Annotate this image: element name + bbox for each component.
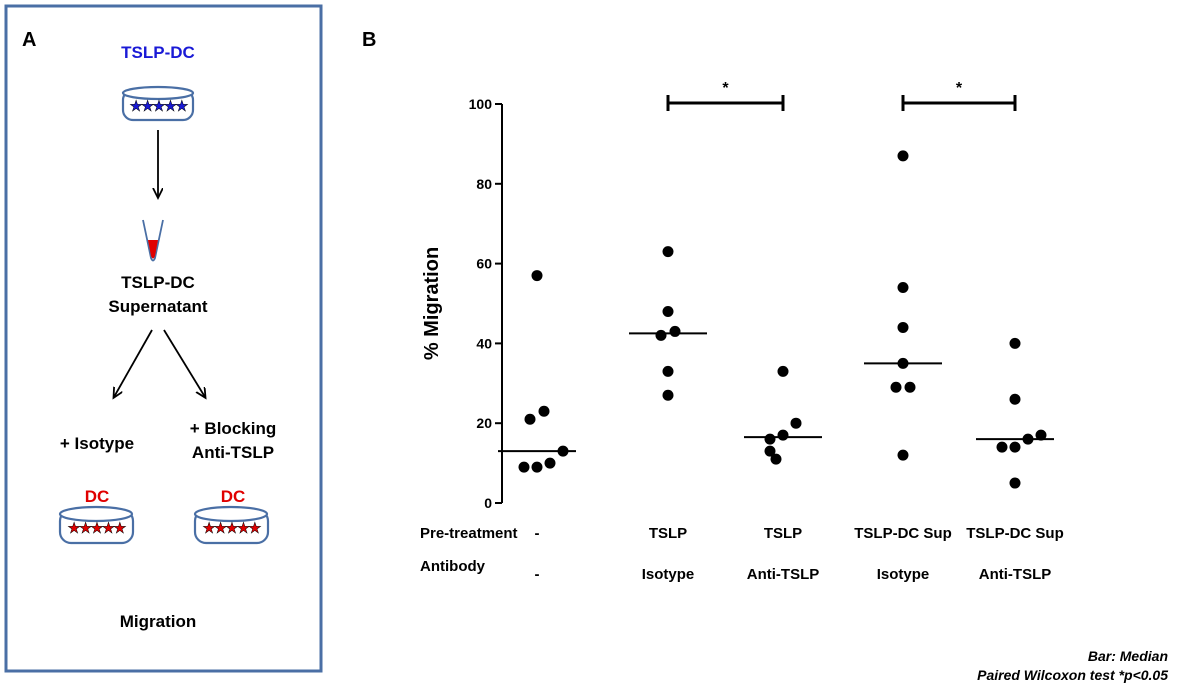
dc-left-label: DC <box>85 487 110 506</box>
data-point <box>662 389 674 401</box>
antibody-label: Anti-TSLP <box>979 566 1052 583</box>
data-point <box>1009 477 1021 489</box>
footnote-median: Bar: Median <box>1087 648 1168 664</box>
panel-a-label: A <box>22 29 36 51</box>
data-point <box>777 365 789 377</box>
data-point <box>764 445 776 457</box>
red-cells-icon: ★★★★★ <box>67 520 126 537</box>
data-point <box>897 150 909 162</box>
supernatant-label-line2: Supernatant <box>108 297 208 316</box>
left-dish-icon: ★★★★★ <box>58 505 135 545</box>
data-point <box>890 381 902 393</box>
data-point <box>897 449 909 461</box>
data-point <box>524 413 536 425</box>
data-point <box>897 321 909 333</box>
data-point <box>544 457 556 469</box>
data-point <box>1009 441 1021 453</box>
panel-b: B 0 20 40 60 80 100 % Migration Pre-treatment An… <box>362 29 1064 583</box>
panel-a: A TSLP-DC ★★★★★ TSLP-DC Supernatant + Is… <box>4 4 323 673</box>
isotype-label: + Isotype <box>60 434 134 453</box>
right-dish-icon: ★★★★★ <box>193 505 270 545</box>
y-tick-label: 0 <box>484 495 492 511</box>
antibody-label: Anti-TSLP <box>747 566 820 583</box>
data-point <box>518 461 530 473</box>
y-tick-label: 20 <box>476 415 492 431</box>
row-label-antibody: Antibody <box>420 558 486 575</box>
top-dish-icon: ★★★★★ <box>121 85 195 122</box>
dc-right-label: DC <box>221 487 246 506</box>
panel-a-frame <box>4 4 323 673</box>
migration-label: Migration <box>120 612 197 631</box>
tube-icon <box>142 219 164 262</box>
pretreatment-label: TSLP <box>764 525 802 542</box>
data-point <box>790 417 802 429</box>
data-point <box>996 441 1008 453</box>
data-point <box>770 453 782 465</box>
data-point <box>897 282 909 294</box>
antibody-label: Isotype <box>642 566 695 583</box>
data-point <box>764 433 776 445</box>
data-point <box>897 357 909 369</box>
row-label-pretreatment: Pre-treatment <box>420 525 518 542</box>
data-point <box>777 429 789 441</box>
data-point <box>655 329 667 341</box>
data-point <box>662 305 674 317</box>
significance-star: * <box>722 80 729 97</box>
y-axis-title: % Migration <box>421 247 443 360</box>
pretreatment-label: - <box>535 525 540 542</box>
data-point <box>662 365 674 377</box>
y-tick-label: 100 <box>469 96 493 112</box>
red-cells-icon: ★★★★★ <box>202 520 261 537</box>
pretreatment-label: TSLP <box>649 525 687 542</box>
blocking-label-line1: + Blocking <box>190 419 276 438</box>
data-point <box>531 461 543 473</box>
arrow-right-branch <box>163 329 205 397</box>
scatter-chart: 0 20 40 60 80 100 % Migration Pre-treatment Anti… <box>420 80 1064 583</box>
data-point <box>1009 337 1021 349</box>
data-point <box>1035 429 1047 441</box>
data-point <box>557 445 569 457</box>
y-tick-label: 80 <box>476 176 492 192</box>
data-point <box>531 270 543 282</box>
footnote-test: Paired Wilcoxon test *p<0.05 <box>977 667 1168 683</box>
data-point <box>662 246 674 258</box>
panel-b-label: B <box>362 29 376 51</box>
data-point <box>669 325 681 337</box>
blue-cells-icon: ★★★★★ <box>129 98 188 115</box>
significance-star: * <box>956 80 963 97</box>
supernatant-label-line1: TSLP-DC <box>121 273 195 292</box>
data-point <box>1009 393 1021 405</box>
blocking-label-line2: Anti-TSLP <box>192 443 274 462</box>
arrow-left-branch <box>114 329 153 397</box>
data-point <box>904 381 916 393</box>
data-point <box>1022 433 1034 445</box>
y-tick-label: 60 <box>476 256 492 272</box>
antibody-label: Isotype <box>877 566 930 583</box>
y-tick-label: 40 <box>476 335 492 351</box>
source-cells-label: TSLP-DC <box>121 43 195 62</box>
pretreatment-label: TSLP-DC Sup <box>854 525 952 542</box>
data-point <box>538 405 550 417</box>
pretreatment-label: TSLP-DC Sup <box>966 525 1064 542</box>
antibody-label: - <box>535 566 540 583</box>
